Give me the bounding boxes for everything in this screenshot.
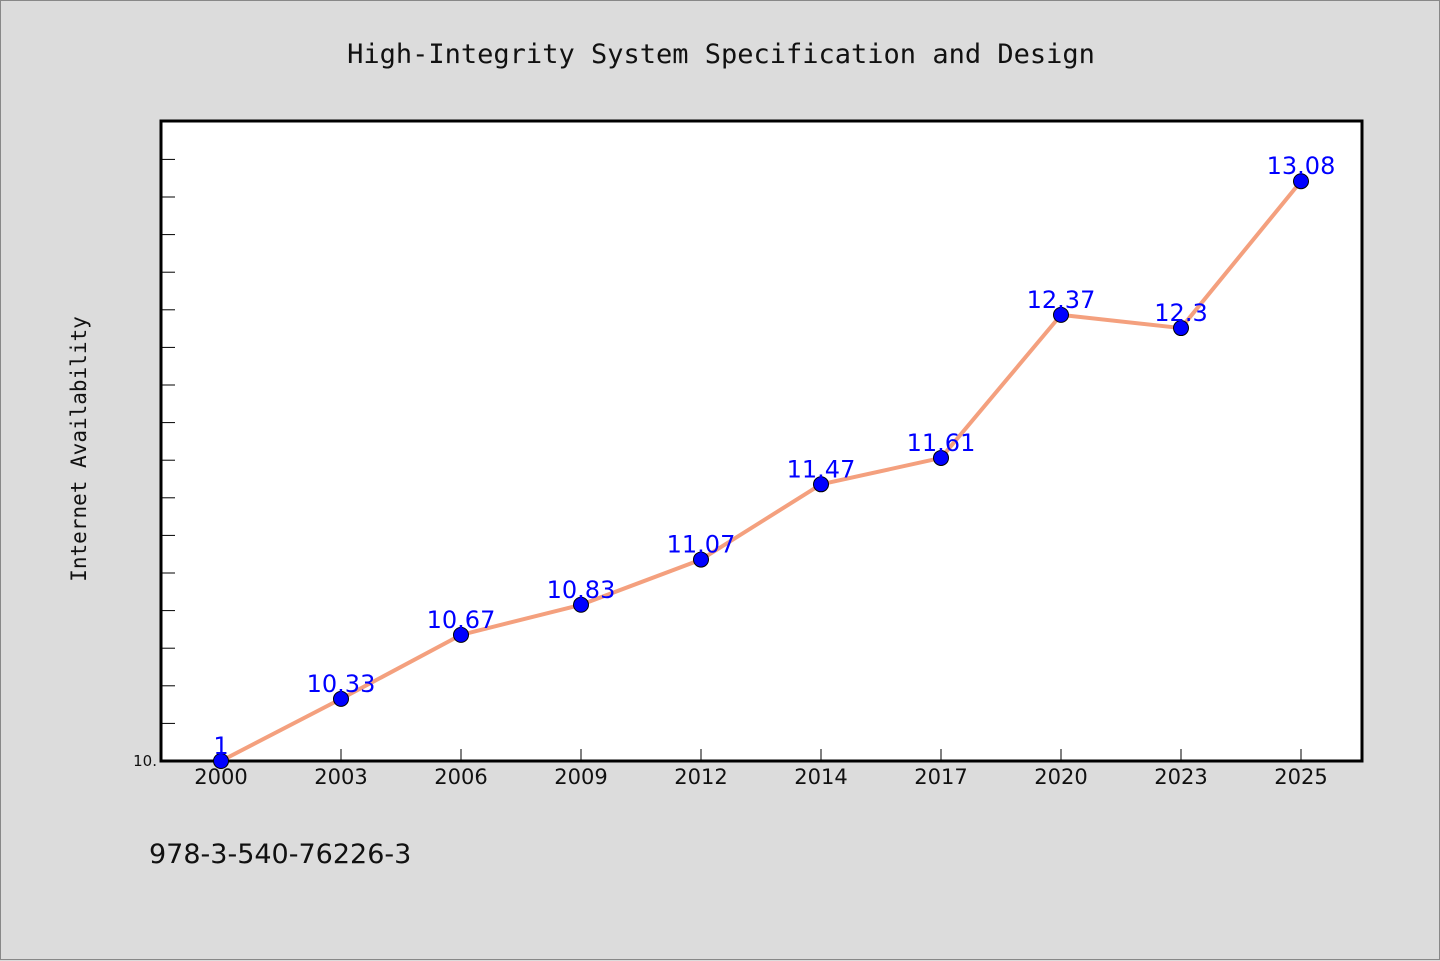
series-line [220,179,1303,763]
y-axis-ticks: 10. [133,158,175,770]
y-tick-label: 10. [133,752,157,770]
x-axis-ticks: 2000 2003 2006 2009 2012 2014 2017 2020 2023 2025 [194,749,1328,789]
data-point [693,551,709,568]
data-label: 10.83 [547,576,616,604]
data-label: 11.07 [667,531,736,559]
data-point [453,626,469,643]
data-point [933,449,949,466]
data-label: 11.61 [907,429,976,457]
data-point [573,596,589,613]
data-label: 1 [213,732,228,760]
x-tick-label: 2020 [1034,765,1087,789]
x-tick-label: 2025 [1274,765,1327,789]
data-label: 11.47 [787,455,856,483]
data-point [1293,173,1309,190]
y-axis-label: Internet Availability [67,316,91,582]
x-tick-label: 2012 [674,765,727,789]
x-tick-label: 2023 [1154,765,1207,789]
x-tick-label: 2003 [314,765,367,789]
x-tick-label: 2006 [434,765,487,789]
data-point [813,476,829,493]
series-line-group [220,179,1303,763]
x-tick-label: 2014 [794,765,847,789]
footer-isbn: 978-3-540-76226-3 [149,839,411,870]
data-point [1173,320,1189,337]
data-markers [213,173,1309,769]
x-tick-label: 2009 [554,765,607,789]
data-label: 12.3 [1154,299,1207,327]
data-label: 10.33 [307,670,376,698]
x-tick-label: 2017 [914,765,967,789]
plot-area [159,119,1364,763]
data-point [213,753,229,769]
data-label: 10.67 [427,606,496,634]
data-point [1053,306,1069,323]
data-labels: 1 10.33 10.67 10.83 11.07 11.47 11.61 12.37 12.3… [213,152,1335,760]
data-label: 13.08 [1267,152,1336,180]
chart-title: High-Integrity System Specification and … [347,39,1095,70]
data-point [333,690,349,707]
data-label: 12.37 [1027,286,1096,314]
